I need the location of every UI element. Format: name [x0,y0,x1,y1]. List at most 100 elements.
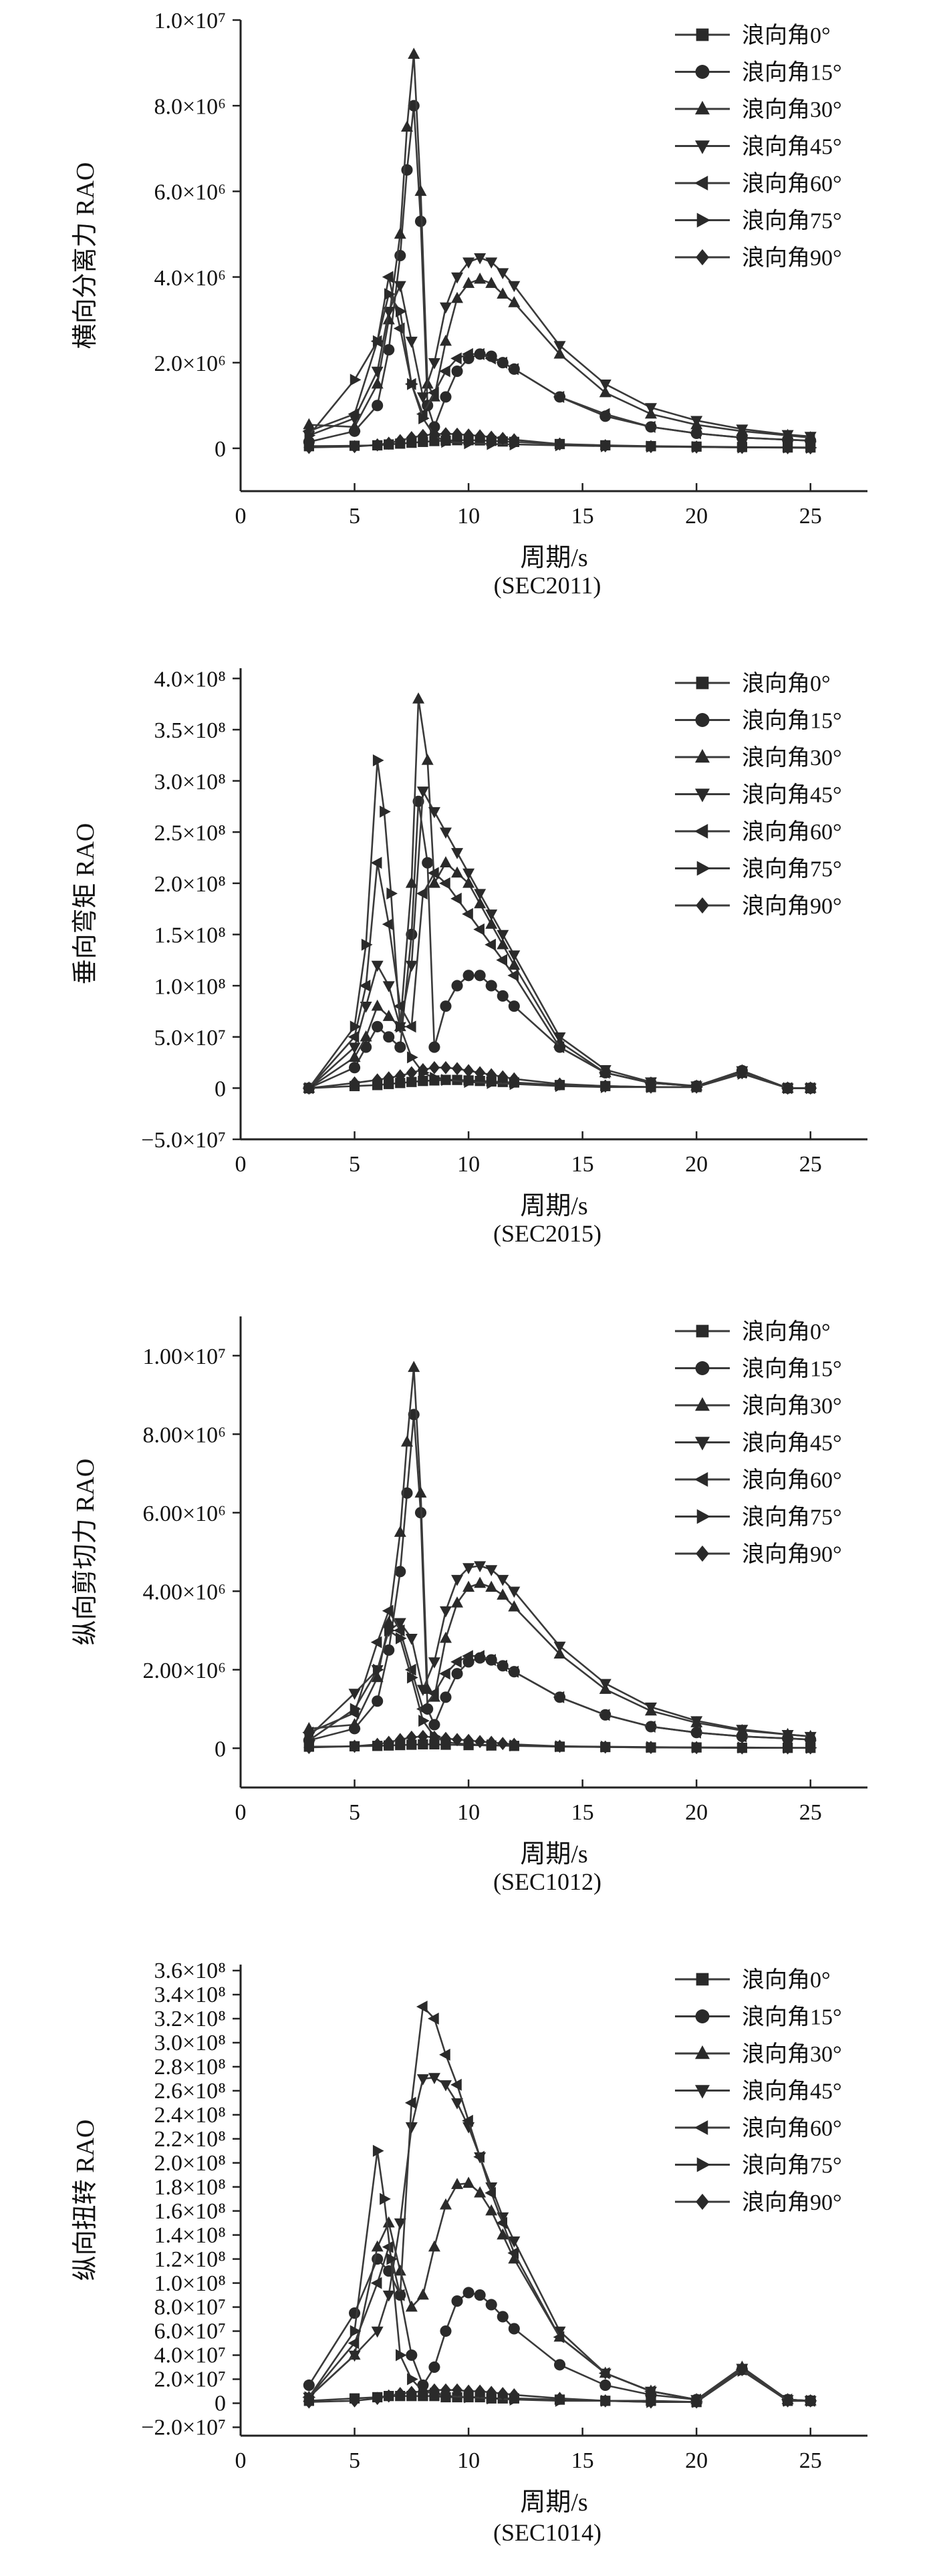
data-point [370,1636,382,1649]
series-triangle-down [303,1561,817,1743]
data-point [439,2080,452,2092]
data-point [462,970,475,982]
x-tick-label: 5 [349,504,360,529]
data-point [462,277,475,288]
data-point [416,786,429,798]
data-point [405,336,418,348]
data-point [690,416,703,428]
data-point [394,281,406,293]
y-tick-label: 0 [215,2392,226,2416]
data-point [599,380,612,391]
legend-marker [695,748,710,763]
data-point [497,1588,509,1600]
data-point [428,357,440,370]
data-point [348,420,361,432]
legend-label: 浪向角15° [742,708,842,734]
data-point [497,2387,509,2400]
x-tick-label: 25 [799,504,822,529]
legend-marker [695,1397,710,1411]
data-point [405,2122,418,2134]
data-point [599,1679,612,1691]
data-point [414,215,427,227]
data-point [384,288,396,301]
data-point [462,257,475,269]
data-point [554,437,565,451]
data-point [428,2073,440,2084]
series-line [308,1610,811,1741]
x-tick-label: 25 [799,1152,822,1177]
data-point [406,1739,417,1750]
y-tick-label: 4.0×10⁶ [154,266,226,291]
data-point [599,1740,611,1754]
legend-marker [696,897,709,914]
legend-item: 浪向角60° [675,1467,842,1493]
y-tick-label: 1.0×10⁸ [154,2271,226,2296]
legend-marker [695,2009,710,2023]
legend-item: 浪向角75° [675,1505,842,1530]
y-axis-title: 垂向弯矩 RAO [72,823,100,985]
data-point [690,1726,701,1739]
data-point [428,1687,439,1699]
data-point [372,335,384,347]
legend-label: 浪向角15° [742,2005,842,2030]
data-point [486,1735,497,1749]
legend-label: 浪向角0° [742,671,831,696]
data-point [451,2098,464,2110]
y-tick-label: 1.6×10⁸ [154,2199,226,2224]
data-point [497,938,509,950]
data-point [350,1020,362,1033]
data-point [428,1657,440,1669]
x-tick-label: 15 [571,504,594,529]
legend-marker [696,249,709,266]
data-point [486,1068,497,1082]
series-diamond [303,1060,816,1095]
data-point [360,1041,372,1053]
data-point [407,1671,418,1684]
data-point [441,1074,452,1087]
chart-panel-sec1014: 0 5 10 15 20 25−2.0×10⁷02.0×10⁷4.0×10⁷6.0×10⁷… [72,1959,867,2546]
legend-marker [696,1545,709,1562]
data-point [554,2392,565,2406]
data-point [691,1080,702,1094]
x-tick-label: 5 [349,1800,360,1825]
series-line [309,1066,811,1089]
data-point [805,1081,816,1095]
y-axis-title: 纵向剪切力 RAO [72,1459,100,1646]
data-point [439,877,450,889]
data-point [382,2216,395,2228]
data-point [440,1060,452,1075]
y-tick-label: 2.2×10⁸ [154,2127,226,2152]
data-point [462,2176,475,2188]
data-point [416,2288,429,2300]
data-point [782,1741,793,1755]
data-point [474,253,487,265]
data-point [394,1069,406,1083]
data-point [485,980,497,992]
legend-label: 浪向角0° [742,1319,831,1344]
series-triangle-left [302,2000,815,2407]
data-point [599,439,611,452]
data-point [383,343,395,356]
data-point [394,434,406,448]
data-point [485,1580,498,1592]
y-tick-label: 3.6×10⁸ [154,1959,226,1983]
data-point [464,1076,475,1089]
y-tick-label: 5.0×10⁷ [154,1026,226,1050]
legend: 浪向角0° 浪向角15° 浪向角30° 浪向角45° 浪向角60° 浪向角75° 浪向角90… [675,1319,842,1567]
data-point [416,1703,428,1715]
data-point [428,1041,440,1053]
data-point [382,2290,395,2302]
data-point [372,2392,383,2406]
legend-marker [695,65,710,79]
legend-label: 浪向角90° [742,2190,842,2215]
legend-label: 浪向角60° [742,1467,842,1493]
data-point [394,1566,406,1578]
data-point [486,430,497,444]
data-point [348,1718,361,1729]
legend-item: 浪向角45° [675,1431,842,1456]
y-tick-label: 1.4×10⁸ [154,2223,226,2248]
data-point [497,1070,509,1084]
data-point [439,1606,452,1618]
data-point [451,1596,464,1608]
